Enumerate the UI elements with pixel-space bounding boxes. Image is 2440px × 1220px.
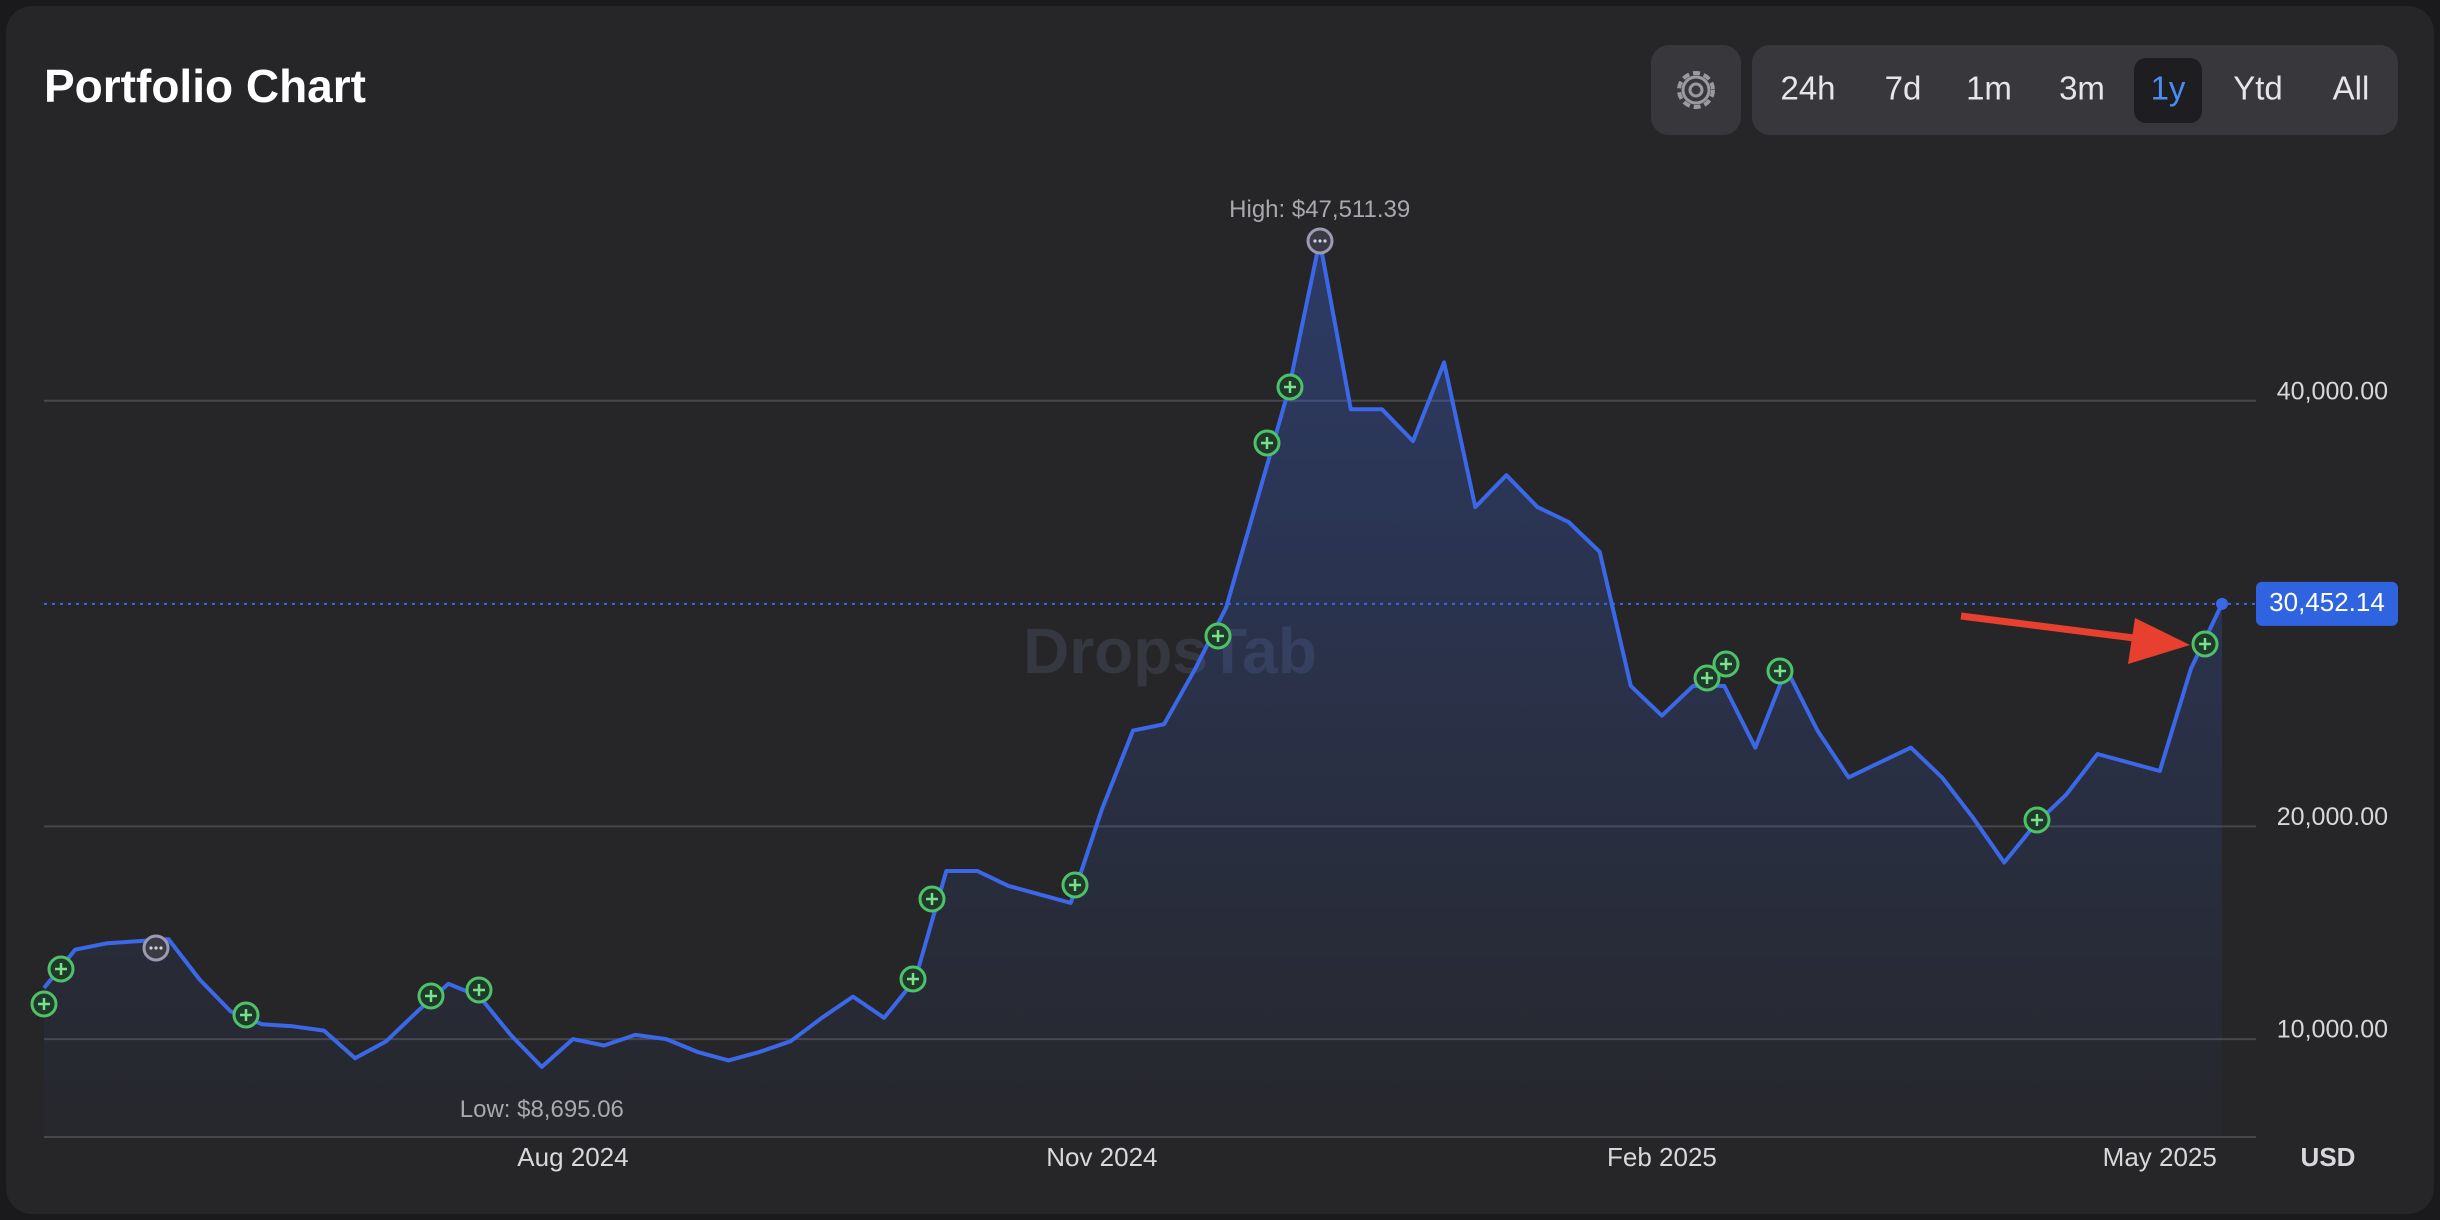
info-marker-dot <box>1313 239 1317 243</box>
info-marker-dot <box>1323 239 1327 243</box>
info-marker-dot <box>154 946 158 950</box>
y-tick-label: 20,000.00 <box>2277 803 2388 831</box>
info-marker-dot <box>1318 239 1322 243</box>
current-point <box>2216 597 2228 610</box>
area <box>44 240 2222 1137</box>
range-button[interactable]: 24h <box>1780 70 1835 107</box>
buy-marker-plus <box>38 998 50 1010</box>
range-buttons: 24h 7d 1m 3m 1y Ytd All <box>1780 58 2369 123</box>
arrow-shaft <box>1960 612 2151 644</box>
range-button[interactable]: 1m <box>1966 70 2012 107</box>
buy-marker-plus <box>473 984 485 996</box>
buy-marker-plus <box>2031 814 2043 826</box>
buy-marker-plus <box>240 1009 252 1021</box>
buy-marker-plus <box>1720 658 1732 670</box>
info-marker-dot <box>159 946 163 950</box>
buy-marker-plus <box>2199 638 2211 650</box>
info-marker-dot <box>149 946 153 950</box>
x-tick-label: Nov 2024 <box>1046 1142 1157 1172</box>
y-tick-label: 40,000.00 <box>2277 377 2388 405</box>
x-tick-label: May 2025 <box>2103 1142 2217 1172</box>
x-tick-label: Feb 2025 <box>1607 1142 1717 1172</box>
range-button-selected-bg[interactable] <box>2134 58 2202 123</box>
range-button[interactable]: Ytd <box>2233 70 2283 107</box>
buy-marker-plus <box>926 893 938 905</box>
buy-marker-plus <box>55 963 67 975</box>
buy-marker-plus <box>907 973 919 985</box>
y-tick-label: 10,000.00 <box>2277 1016 2388 1044</box>
chart-title: Portfolio Chart <box>44 60 366 112</box>
buy-marker-plus <box>425 990 437 1002</box>
buy-marker-plus <box>1212 630 1224 642</box>
buy-marker-plus <box>1261 437 1273 449</box>
arrow <box>1960 612 2190 664</box>
gear-ring <box>1681 75 1711 105</box>
event-markers <box>30 227 2219 1029</box>
high-label: High: $47,511.39 <box>1229 196 1410 223</box>
y-unit: USD <box>2301 1142 2356 1172</box>
buy-marker-plus <box>1284 381 1296 393</box>
range-button[interactable]: 7d <box>1885 70 1922 107</box>
range-button[interactable]: 3m <box>2059 70 2105 107</box>
buy-marker-plus <box>1701 672 1713 684</box>
x-tick-label: Aug 2024 <box>517 1142 628 1172</box>
range-button[interactable]: All <box>2333 70 2370 107</box>
buy-marker-plus <box>1069 879 1081 891</box>
range-button[interactable]: 1y <box>2151 70 2186 107</box>
settings-bg[interactable] <box>1651 45 1741 135</box>
settings-button[interactable] <box>1651 45 1741 135</box>
gear-hub <box>1688 82 1704 98</box>
buy-marker-plus <box>1774 665 1786 677</box>
arrow-head <box>2128 618 2190 664</box>
gear-teeth <box>1677 71 1715 109</box>
line <box>42 238 2224 1069</box>
current-label: 30,452.14 <box>2269 587 2385 617</box>
current-badge <box>2256 581 2398 626</box>
range-group <box>1752 45 2398 135</box>
low-label: Low: $8,695.06 <box>460 1096 624 1123</box>
